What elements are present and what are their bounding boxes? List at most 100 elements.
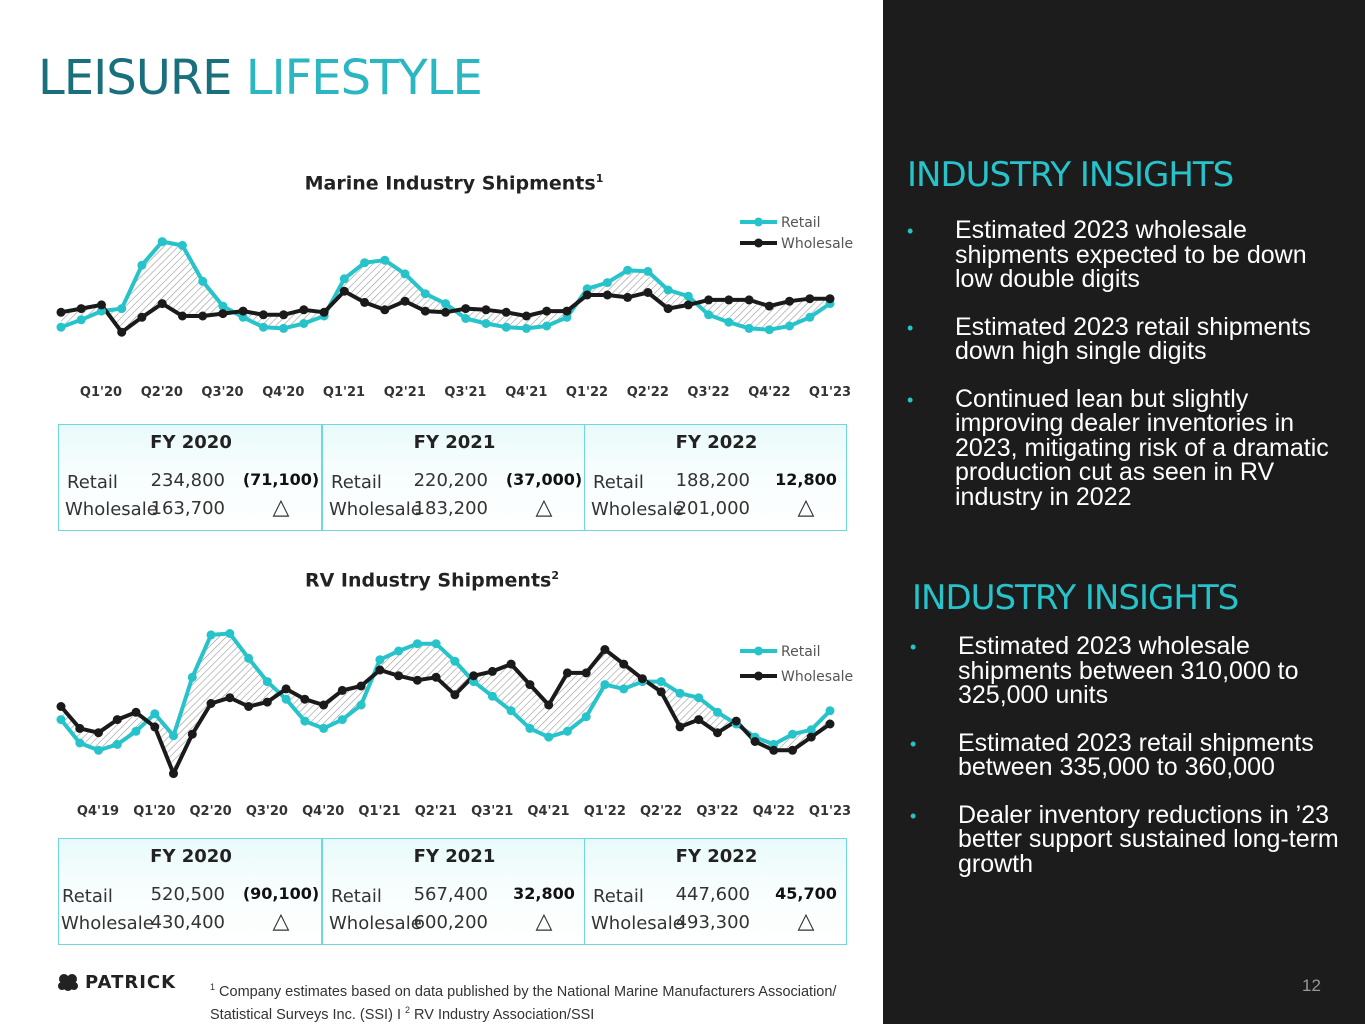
data-point-wholesale [400, 296, 410, 306]
data-point-wholesale [785, 296, 794, 306]
data-point-wholesale [450, 690, 460, 700]
data-point-wholesale [506, 659, 516, 669]
data-point-retail [785, 321, 794, 331]
data-point-retail [805, 312, 815, 322]
data-point-retail [400, 269, 410, 279]
data-point-wholesale [360, 297, 370, 307]
x-tick-label: Q2'22 [640, 804, 682, 819]
data-point-retail [137, 260, 147, 270]
data-point-wholesale [805, 294, 815, 304]
wholesale-value: 201,000 [675, 498, 750, 519]
data-point-wholesale [299, 305, 309, 315]
data-point-retail [206, 630, 216, 640]
insights-list-marine: Estimated 2023 wholesale shipments expec… [907, 218, 1347, 532]
x-tick-label: Q2'22 [627, 385, 669, 400]
data-point-wholesale [713, 728, 722, 738]
data-point-wholesale [600, 645, 610, 654]
wholesale-label: Wholesale [329, 499, 422, 520]
insight-bullet: Estimated 2023 retail shipments between … [910, 730, 1350, 780]
data-point-wholesale [469, 671, 479, 681]
series-gap-area [61, 241, 830, 333]
data-point-retail [501, 322, 511, 332]
data-point-retail [619, 684, 629, 694]
data-point-retail [713, 707, 722, 717]
data-point-retail [825, 706, 835, 716]
data-point-wholesale [150, 722, 160, 732]
marine-chart-title: Marine Industry Shipments1 [305, 172, 604, 194]
data-point-wholesale [177, 311, 187, 321]
data-point-wholesale [683, 300, 693, 310]
data-point-retail [694, 693, 704, 703]
data-point-retail [157, 237, 167, 247]
x-tick-label: Q1'23 [809, 804, 851, 819]
legend-label: Retail [781, 644, 821, 660]
footnote-sup2: 2 [405, 1004, 411, 1015]
data-point-wholesale [582, 290, 592, 300]
data-point-retail [643, 266, 653, 276]
data-point-retail [112, 739, 122, 749]
delta-value: 32,800 [513, 884, 575, 903]
marine-chart-title-sup: 1 [595, 172, 604, 185]
data-point-retail [258, 322, 268, 332]
data-point-wholesale [225, 693, 235, 703]
page-title-part1: LEISURE [38, 50, 233, 106]
patrick-logo: PATRICK [57, 972, 176, 993]
wholesale-label: Wholesale [329, 913, 422, 934]
x-tick-label: Q1'20 [80, 385, 122, 400]
fy-label: FY 2020 [150, 846, 232, 867]
delta-icon: △ [535, 494, 553, 519]
legend-label: Wholesale [781, 236, 853, 252]
data-point-retail [97, 306, 106, 316]
data-point-wholesale [117, 327, 127, 337]
fy-label: FY 2021 [413, 432, 496, 453]
data-point-retail [238, 312, 248, 322]
data-point-wholesale [487, 666, 497, 676]
data-point-retail [724, 317, 734, 327]
x-tick-label: Q1'22 [584, 804, 626, 819]
data-point-wholesale [521, 311, 531, 321]
x-tick-label: Q1'20 [133, 804, 175, 819]
data-point-wholesale [750, 737, 760, 746]
data-point-wholesale [643, 288, 653, 297]
data-point-wholesale [562, 306, 572, 316]
data-point-wholesale [238, 306, 248, 316]
data-point-wholesale [97, 300, 106, 310]
data-point-retail [75, 738, 85, 748]
data-point-retail [380, 255, 390, 265]
delta-icon: △ [535, 908, 553, 933]
data-point-retail [150, 709, 160, 719]
data-point-wholesale [825, 294, 835, 304]
data-point-retail [562, 726, 572, 736]
data-point-retail [542, 321, 552, 331]
x-tick-label: Q2'21 [384, 385, 426, 400]
delta-icon: △ [272, 494, 290, 519]
retail-value: 188,200 [675, 470, 750, 491]
data-point-wholesale [481, 305, 491, 315]
insights-panel: INDUSTRY INSIGHTS Estimated 2023 wholesa… [883, 0, 1365, 1024]
data-point-wholesale [663, 304, 673, 314]
x-tick-label: Q4'20 [262, 385, 304, 400]
data-point-retail [481, 319, 491, 328]
fy-label: FY 2022 [675, 846, 758, 867]
wholesale-value: 163,700 [150, 498, 225, 519]
footnote-text1: Company estimates based on data publishe… [210, 983, 837, 1023]
data-point-retail [683, 291, 693, 301]
data-point-retail [131, 726, 141, 736]
data-point-wholesale [94, 728, 103, 738]
insight-bullet: Estimated 2023 wholesale shipments betwe… [910, 634, 1350, 708]
data-point-wholesale [75, 723, 85, 733]
fy-label: FY 2021 [413, 846, 496, 867]
data-point-retail [600, 680, 610, 690]
data-point-retail [198, 276, 208, 286]
retail-label: Retail [593, 886, 644, 907]
page-title-part2: LIFESTYLE [245, 50, 483, 106]
data-point-retail [788, 729, 797, 739]
x-tick-label: Q2'21 [415, 804, 457, 819]
data-point-retail [506, 706, 516, 716]
data-point-retail [56, 322, 66, 332]
data-point-wholesale [281, 684, 291, 694]
delta-value: 45,700 [775, 884, 837, 903]
delta-value: 12,800 [775, 470, 837, 489]
data-point-retail [339, 274, 349, 284]
